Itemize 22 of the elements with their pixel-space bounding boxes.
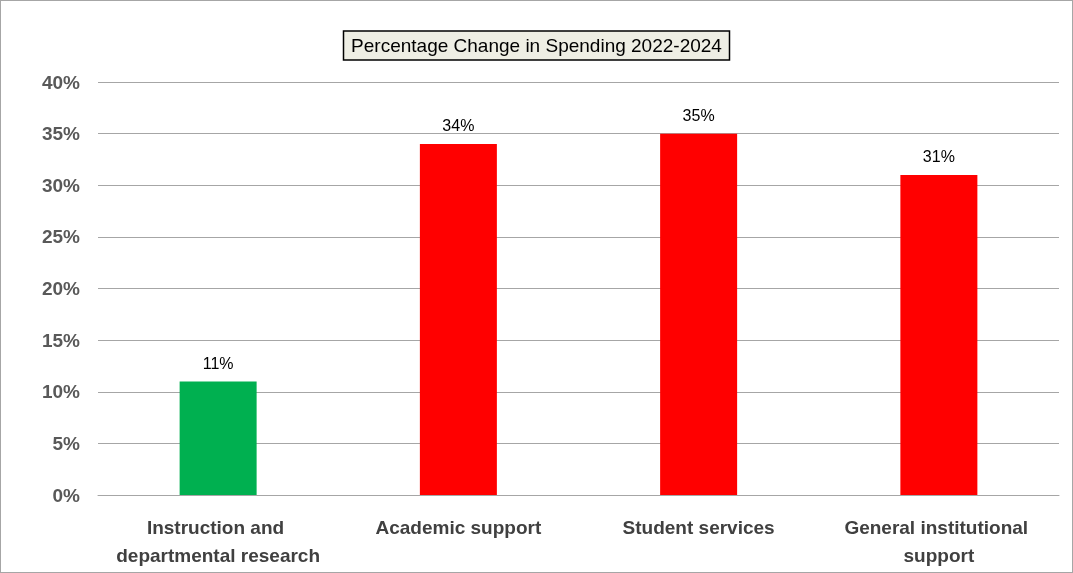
x-tick-label: Academic support xyxy=(375,516,542,538)
bar xyxy=(419,143,497,495)
data-label: 34% xyxy=(442,117,475,135)
y-tick-label: 35% xyxy=(41,123,81,145)
y-tick-label: 0% xyxy=(52,484,81,506)
x-tick-label: Student services xyxy=(622,516,775,538)
y-tick-label: 5% xyxy=(52,432,81,454)
data-label: 11% xyxy=(202,354,234,372)
data-label: 35% xyxy=(682,107,715,125)
bar xyxy=(179,381,257,495)
y-tick-label: 40% xyxy=(41,71,81,93)
y-tick-label: 20% xyxy=(41,278,81,299)
chart-title: Percentage Change in Spending 2022-2024 xyxy=(351,35,723,56)
y-tick-label: 25% xyxy=(41,226,81,248)
x-tick-label: General institutional support xyxy=(844,516,1034,566)
y-tick-label: 30% xyxy=(41,174,81,196)
bar xyxy=(660,133,738,495)
y-tick-label: 15% xyxy=(41,329,81,351)
data-label: 31% xyxy=(922,148,955,166)
x-tick-label: Instruction and departmental research xyxy=(116,516,321,566)
bar xyxy=(900,174,978,495)
y-tick-label: 10% xyxy=(41,381,81,403)
